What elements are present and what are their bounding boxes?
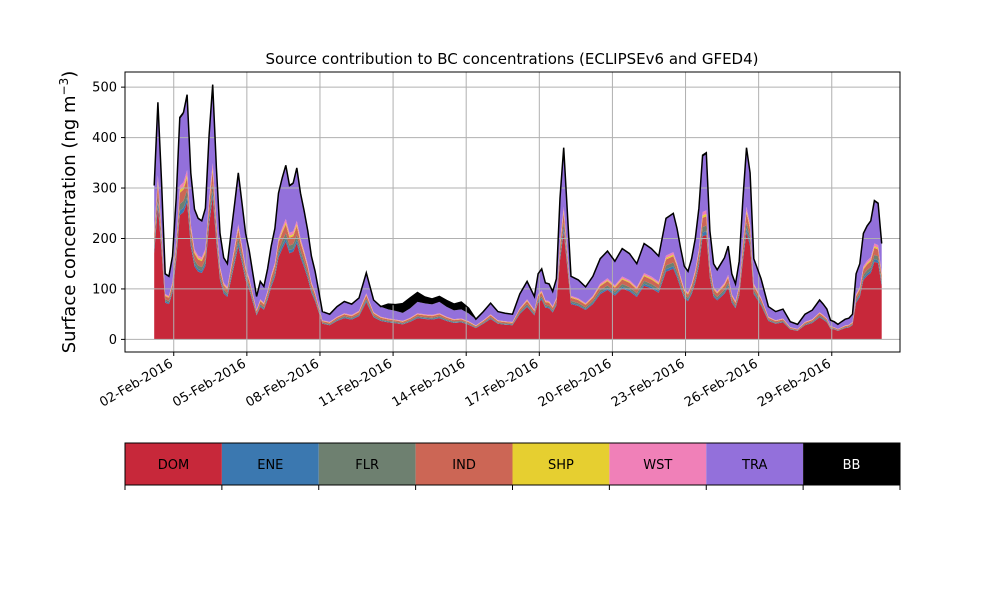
x-tick-label: 11-Feb-2016 — [317, 356, 396, 410]
legend-label-bb: BB — [843, 458, 861, 473]
stacked-areas — [154, 84, 882, 340]
x-tick-label: 02-Feb-2016 — [97, 356, 176, 410]
y-axis-label: Surface concentration (ng m−3) — [57, 71, 80, 354]
chart-title: Source contribution to BC concentrations… — [265, 50, 758, 68]
legend-swatch-ene — [221, 443, 319, 485]
legend-colorbar: DOM ENE FLR IND SHP WST TRA BB — [124, 442, 901, 490]
x-tick-label: 23-Feb-2016 — [609, 356, 688, 410]
x-tick-label: 29-Feb-2016 — [755, 356, 834, 410]
legend-label-shp: SHP — [548, 458, 574, 473]
legend-swatch-ind — [415, 443, 513, 485]
plot-area — [124, 71, 901, 353]
total-outline — [153, 84, 883, 326]
y-tick-label: 300 — [92, 182, 117, 197]
area-dom — [154, 196, 882, 340]
area-tra — [154, 86, 882, 329]
x-tick-label: 05-Feb-2016 — [170, 356, 249, 410]
legend-swatch-bb — [803, 443, 900, 485]
legend-label-wst: WST — [643, 458, 672, 473]
legend-label-dom: DOM — [158, 458, 189, 473]
legend-swatch-flr — [318, 443, 416, 485]
legend-label-flr: FLR — [355, 458, 379, 473]
x-tick-label: 14-Feb-2016 — [390, 356, 469, 410]
legend-label-ene: ENE — [257, 458, 283, 473]
x-axis: 02-Feb-201605-Feb-201608-Feb-201611-Feb-… — [97, 352, 834, 410]
legend-label-ind: IND — [452, 458, 476, 473]
legend-label-tra: TRA — [741, 458, 767, 473]
gridlines — [125, 72, 900, 352]
x-tick-label: 08-Feb-2016 — [243, 356, 322, 410]
legend-swatch-shp — [512, 443, 610, 485]
y-tick-label: 500 — [92, 81, 117, 96]
x-tick-label: 17-Feb-2016 — [463, 356, 542, 410]
y-tick-label: 200 — [92, 232, 117, 247]
y-axis: 0 100 200 300 400 500 — [92, 81, 125, 348]
y-tick-label: 100 — [92, 282, 117, 297]
y-tick-label: 400 — [92, 131, 117, 146]
y-tick-label: 0 — [109, 333, 117, 348]
legend-swatch-dom — [125, 443, 222, 485]
legend-swatch-wst — [609, 443, 707, 485]
plot-frame — [124, 71, 901, 353]
x-tick-label: 26-Feb-2016 — [682, 356, 761, 410]
legend-swatch-tra — [706, 443, 804, 485]
x-tick-label: 20-Feb-2016 — [536, 356, 615, 410]
